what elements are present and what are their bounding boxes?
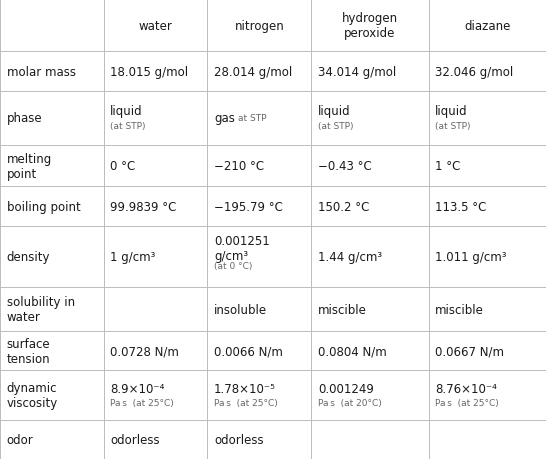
Text: liquid: liquid — [435, 105, 468, 118]
Text: 8.9×10⁻⁴: 8.9×10⁻⁴ — [110, 382, 165, 395]
Text: (at STP): (at STP) — [318, 122, 353, 130]
Text: water: water — [139, 20, 173, 33]
Text: diazane: diazane — [464, 20, 511, 33]
Text: 0.0728 N/m: 0.0728 N/m — [110, 344, 179, 358]
Text: 0 °C: 0 °C — [110, 160, 135, 173]
Text: miscible: miscible — [318, 303, 367, 316]
Text: boiling point: boiling point — [7, 201, 80, 213]
Text: 0.0667 N/m: 0.0667 N/m — [435, 344, 504, 358]
Text: −0.43 °C: −0.43 °C — [318, 160, 371, 173]
Text: gas: gas — [214, 112, 235, 125]
Text: 0.001249: 0.001249 — [318, 382, 373, 395]
Text: 8.76×10⁻⁴: 8.76×10⁻⁴ — [435, 382, 497, 395]
Text: 150.2 °C: 150.2 °C — [318, 201, 369, 213]
Text: insoluble: insoluble — [214, 303, 267, 316]
Text: 28.014 g/mol: 28.014 g/mol — [214, 66, 292, 78]
Text: 1 °C: 1 °C — [435, 160, 460, 173]
Text: 34.014 g/mol: 34.014 g/mol — [318, 66, 396, 78]
Text: 1.78×10⁻⁵: 1.78×10⁻⁵ — [214, 382, 276, 395]
Text: 1 g/cm³: 1 g/cm³ — [110, 251, 156, 263]
Text: 0.0804 N/m: 0.0804 N/m — [318, 344, 387, 358]
Text: 32.046 g/mol: 32.046 g/mol — [435, 66, 513, 78]
Text: Pa s  (at 20°C): Pa s (at 20°C) — [318, 398, 382, 407]
Text: 0.0066 N/m: 0.0066 N/m — [214, 344, 283, 358]
Text: 113.5 °C: 113.5 °C — [435, 201, 486, 213]
Text: hydrogen
peroxide: hydrogen peroxide — [342, 12, 398, 40]
Text: surface
tension: surface tension — [7, 337, 50, 365]
Text: miscible: miscible — [435, 303, 484, 316]
Text: 99.9839 °C: 99.9839 °C — [110, 201, 177, 213]
Text: at STP: at STP — [238, 114, 266, 123]
Text: nitrogen: nitrogen — [234, 20, 284, 33]
Text: liquid: liquid — [318, 105, 351, 118]
Text: −210 °C: −210 °C — [214, 160, 264, 173]
Text: odor: odor — [7, 433, 33, 446]
Text: Pa s  (at 25°C): Pa s (at 25°C) — [110, 398, 174, 407]
Text: (at STP): (at STP) — [110, 122, 146, 130]
Text: Pa s  (at 25°C): Pa s (at 25°C) — [435, 398, 499, 407]
Text: −195.79 °C: −195.79 °C — [214, 201, 283, 213]
Text: 1.011 g/cm³: 1.011 g/cm³ — [435, 251, 507, 263]
Text: 18.015 g/mol: 18.015 g/mol — [110, 66, 188, 78]
Text: density: density — [7, 251, 50, 263]
Text: liquid: liquid — [110, 105, 143, 118]
Text: dynamic
viscosity: dynamic viscosity — [7, 381, 58, 409]
Text: solubility in
water: solubility in water — [7, 296, 75, 323]
Text: (at STP): (at STP) — [435, 122, 471, 130]
Text: (at 0 °C): (at 0 °C) — [214, 261, 252, 270]
Text: 1.44 g/cm³: 1.44 g/cm³ — [318, 251, 382, 263]
Text: molar mass: molar mass — [7, 66, 75, 78]
Text: odorless: odorless — [110, 433, 160, 446]
Text: melting
point: melting point — [7, 152, 52, 180]
Text: odorless: odorless — [214, 433, 264, 446]
Text: 0.001251
g/cm³: 0.001251 g/cm³ — [214, 235, 270, 263]
Text: phase: phase — [7, 112, 42, 125]
Text: Pa s  (at 25°C): Pa s (at 25°C) — [214, 398, 278, 407]
